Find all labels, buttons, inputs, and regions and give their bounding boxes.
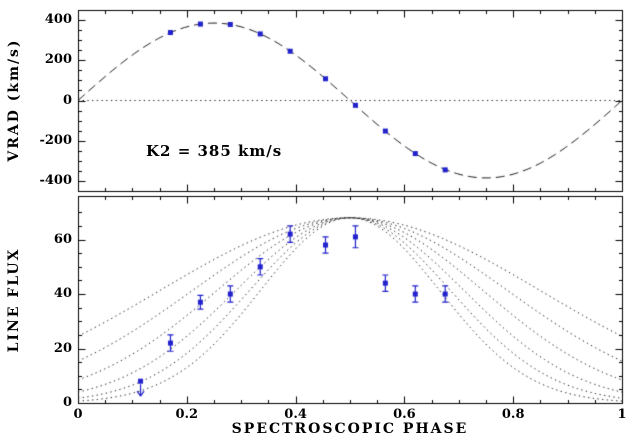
k2-annotation: K2 = 385 km/s bbox=[146, 142, 283, 160]
x-tick-label: 0.4 bbox=[284, 407, 307, 422]
x-axis-title: SPECTROSCOPIC PHASE bbox=[231, 421, 469, 437]
y-tick-label: 60 bbox=[53, 231, 72, 247]
y-tick-label: -200 bbox=[39, 132, 72, 148]
y-tick-label: 200 bbox=[44, 52, 72, 68]
y-tick-label: 40 bbox=[53, 286, 72, 302]
x-tick-label: 0.2 bbox=[175, 407, 199, 422]
x-tick-label: 0.8 bbox=[501, 407, 525, 422]
top-y-axis-title: VRAD (km/s) bbox=[6, 38, 22, 162]
bottom-y-axis-title: LINE FLUX bbox=[6, 247, 22, 353]
y-tick-label: 20 bbox=[53, 340, 72, 356]
x-tick-label: 1 bbox=[617, 407, 627, 422]
y-tick-label: 400 bbox=[44, 12, 72, 28]
y-tick-label: -400 bbox=[39, 172, 72, 188]
y-tick-label: 0 bbox=[62, 92, 72, 108]
y-tick-label: 0 bbox=[62, 395, 72, 410]
x-tick-label: 0 bbox=[73, 407, 83, 422]
x-tick-label: 0.6 bbox=[393, 407, 416, 422]
